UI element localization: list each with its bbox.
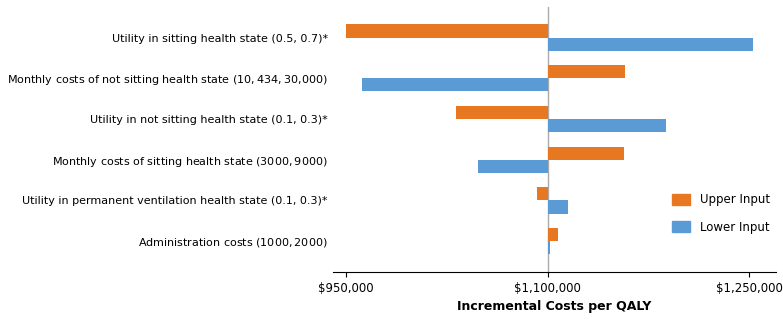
Bar — [547, 241, 550, 254]
Bar — [547, 147, 624, 160]
Bar — [547, 200, 568, 213]
X-axis label: Incremental Costs per QALY: Incremental Costs per QALY — [457, 300, 651, 313]
Bar — [547, 37, 753, 51]
Bar — [547, 119, 666, 132]
Bar — [456, 106, 547, 119]
Bar — [478, 160, 547, 173]
Legend: Upper Input, Lower Input: Upper Input, Lower Input — [668, 189, 774, 238]
Bar — [547, 65, 626, 78]
Bar — [346, 24, 547, 37]
Bar — [363, 78, 547, 91]
Bar — [537, 188, 547, 200]
Bar — [547, 228, 558, 241]
